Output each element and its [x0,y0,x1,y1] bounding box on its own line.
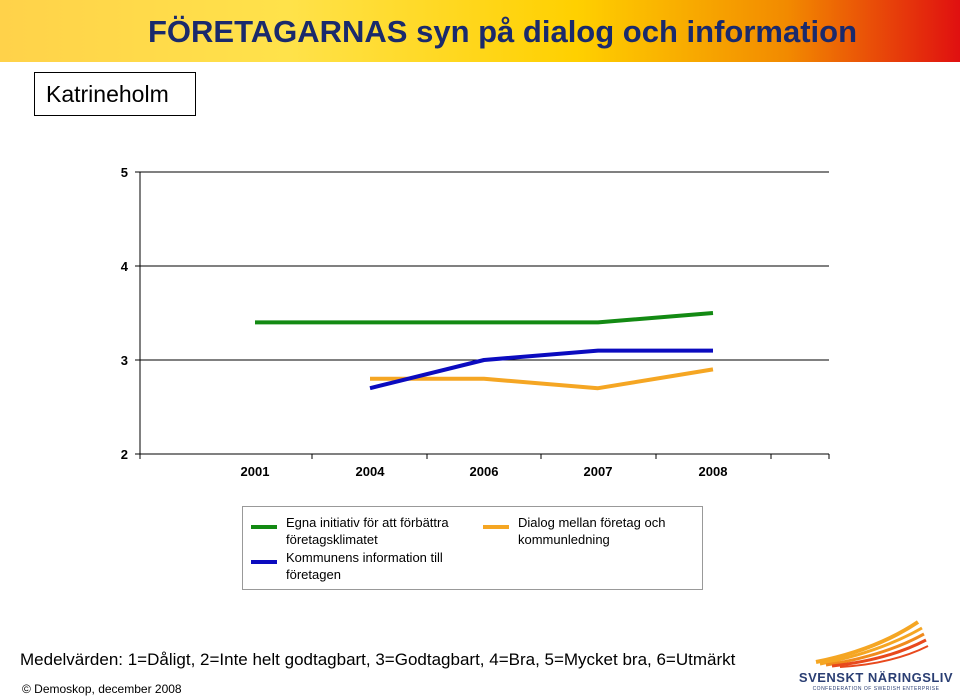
y-tick-label: 4 [121,259,129,274]
svenskt-naringsliv-logo: SVENSKT NÄRINGSLIV CONFEDERATION OF SWED… [796,620,956,696]
legend-item-kommunens-information: Kommunens information till företagen [251,549,476,583]
x-tick-label: 2006 [470,464,499,479]
legend: Egna initiativ för att förbättra företag… [242,506,703,590]
legend-swatch-orange [483,525,509,529]
series-line-3 [370,367,714,391]
series [255,311,714,391]
logo-tagline: CONFEDERATION OF SWEDISH ENTERPRISE [812,686,940,692]
legend-swatch-blue [251,560,277,564]
logo-wordmark: SVENSKT NÄRINGSLIV [798,670,954,685]
page-title: FÖRETAGARNAS syn på dialog och informati… [148,14,858,49]
y-tick-label: 3 [121,353,128,368]
scale-note: Medelvärden: 1=Dåligt, 2=Inte helt godta… [20,650,736,669]
legend-label: Kommunens information till företagen [286,550,443,582]
x-tick-label: 2004 [356,464,386,479]
region-label: Katrineholm [34,72,196,116]
legend-label: Egna initiativ för att förbättra företag… [286,515,449,547]
header-band [0,0,960,62]
logo-rays-icon [815,620,929,668]
y-tick-label: 2 [121,447,128,462]
series-line-1 [255,311,714,325]
legend-item-egna-initiativ: Egna initiativ för att förbättra företag… [251,514,476,548]
x-tick-label: 2007 [584,464,613,479]
tick-labels: 2 3 4 5 2001 2004 2006 2007 2008 [121,165,728,479]
legend-item-dialog: Dialog mellan företag och kommunledning [483,514,708,548]
line-chart: 2 3 4 5 2001 2004 2006 2007 2008 [121,165,830,479]
x-tick-label: 2001 [241,464,270,479]
grid [140,171,829,455]
copyright: © Demoskop, december 2008 [22,682,182,696]
axes [135,171,830,459]
y-tick-label: 5 [121,165,128,180]
x-tick-label: 2008 [699,464,728,479]
legend-swatch-green [251,525,277,529]
legend-label: Dialog mellan företag och kommunledning [518,515,666,547]
series-line-2 [369,348,713,391]
